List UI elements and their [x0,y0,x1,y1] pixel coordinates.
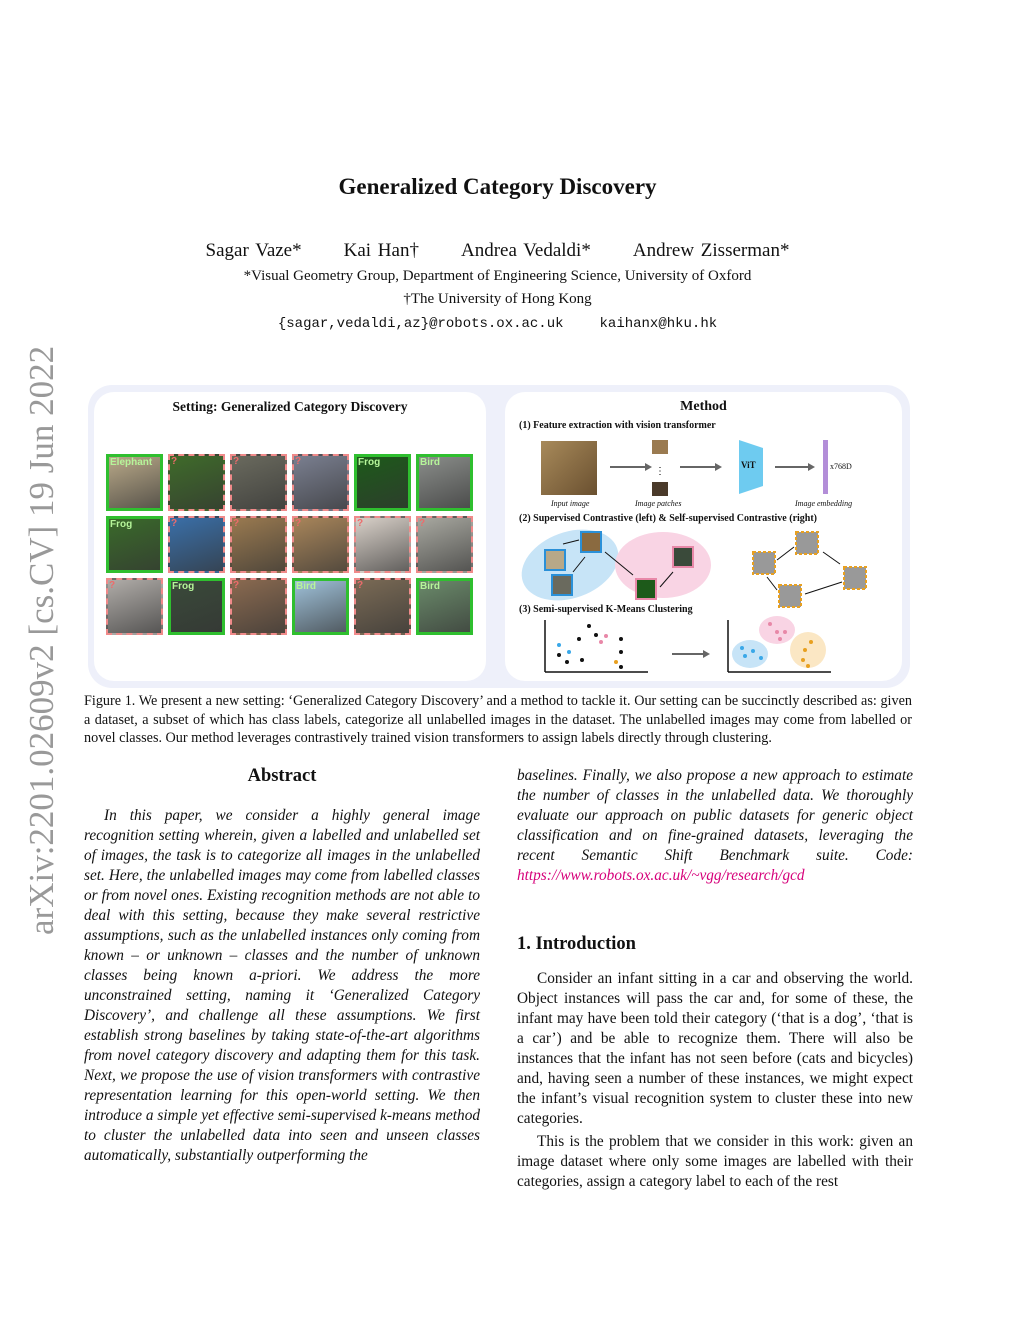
image-label: ? [419,518,426,529]
input-image [540,440,598,496]
abstract-text: In this paper, we consider a highly gene… [84,807,480,1164]
affiliation: *Visual Geometry Group, Department of En… [243,268,752,284]
image-label: ? [171,518,178,529]
step-3-label: (3) Semi-supervised K-Means Clustering [519,604,693,615]
image-label: ? [109,580,116,591]
unlabelled-image: ? [230,516,287,573]
intro-heading: 1. Introduction [517,934,636,954]
right-column: baselines. Finally, we also propose a ne… [517,766,913,1192]
image-label: ? [357,580,364,591]
image-label: Bird [420,581,440,592]
author-list: Sagar Vaze* Kai Han† Andrea Vedaldi* Andrew… [0,240,995,262]
image-grid: Elephant??? Frog Bird Frog?????? Frog? Bird? B… [106,454,473,635]
labelled-image: Frog [106,516,163,573]
unlabelled-image: ? [292,454,349,511]
method-diagram: ⋮ [521,440,867,673]
labelled-image: Frog [354,454,411,511]
unlabelled-image: ? [230,454,287,511]
image-label: ? [295,456,302,467]
unlabelled-image: ? [354,516,411,573]
image-label: Frog [172,581,195,592]
affiliation: †The University of Hong Kong [403,291,592,307]
setting-panel: Setting: Generalized Category Discovery … [94,392,486,681]
unlabelled-image: ? [292,516,349,573]
step-2-label: (2) Supervised Contrastive (left) & Self… [519,513,818,524]
unlabelled-image: ? [230,578,287,635]
author: Andrew Zisserman* [632,240,790,261]
unlabelled-image: ? [168,454,225,511]
image-label: ? [233,456,240,467]
labelled-image: Frog [168,578,225,635]
labelled-image: Bird [416,454,473,511]
intro-paragraph: This is the problem that we consider in … [517,1133,913,1190]
labelled-image: Bird [416,578,473,635]
vit-label: ViT [741,460,756,470]
image-label: Elephant [110,457,153,468]
author: Kai Han† [343,240,419,261]
image-label: ? [233,518,240,529]
image-label: Bird [420,457,440,468]
author: Andrea Vedaldi* [460,240,591,261]
figure-1: Setting: Generalized Category Discovery … [88,385,910,688]
unlabelled-image: ? [416,516,473,573]
labelled-image: Bird [292,578,349,635]
abstract-continued: baselines. Finally, we also propose a ne… [517,766,913,886]
image-embedding-caption: Image embedding [795,499,853,508]
email: {sagar,vedaldi,az}@robots.ox.ac.uk [277,316,564,332]
input-image-caption: Input image [551,499,590,508]
email: kaihanx@hku.hk [599,316,718,332]
svg-text:⋮: ⋮ [655,466,665,477]
code-link[interactable]: https://www.robots.ox.ac.uk/~vgg/researc… [517,867,805,884]
image-label: Frog [358,457,381,468]
image-label: ? [233,580,240,591]
unlabelled-image: ? [106,578,163,635]
image-label: ? [171,456,178,467]
figure-caption: Figure 1. We present a new setting: ‘Gen… [84,693,912,746]
emails: {sagar,vedaldi,az}@robots.ox.ac.uk kaihan… [0,316,995,332]
setting-title: Setting: Generalized Category Discovery [172,399,408,414]
intro-paragraph: Consider an infant sitting in a car and … [517,970,913,1127]
labelled-image: Elephant [106,454,163,511]
method-panel: Method (1) Feature extraction with visio… [505,392,902,681]
unlabelled-image: ? [354,578,411,635]
image-label: Frog [110,519,133,530]
unlabelled-image: ? [168,516,225,573]
abstract-heading: Abstract [247,766,317,786]
step-1-label: (1) Feature extraction with vision trans… [519,420,716,431]
method-title: Method [680,399,727,414]
image-patches-caption: Image patches [635,499,682,508]
paper-title: Generalized Category Discovery [338,174,657,199]
abstract-continued-text: baselines. Finally, we also propose a ne… [517,767,913,864]
embedding-dim: x768D [830,462,852,471]
image-label: ? [295,518,302,529]
left-column: Abstract In this paper, we consider a hi… [84,766,480,1166]
author: Sagar Vaze* [205,240,302,261]
arxiv-stamp: arXiv:2201.02609v2 [cs.CV] 19 Jun 2022 [22,345,61,935]
image-label: ? [357,518,364,529]
image-label: Bird [296,581,316,592]
